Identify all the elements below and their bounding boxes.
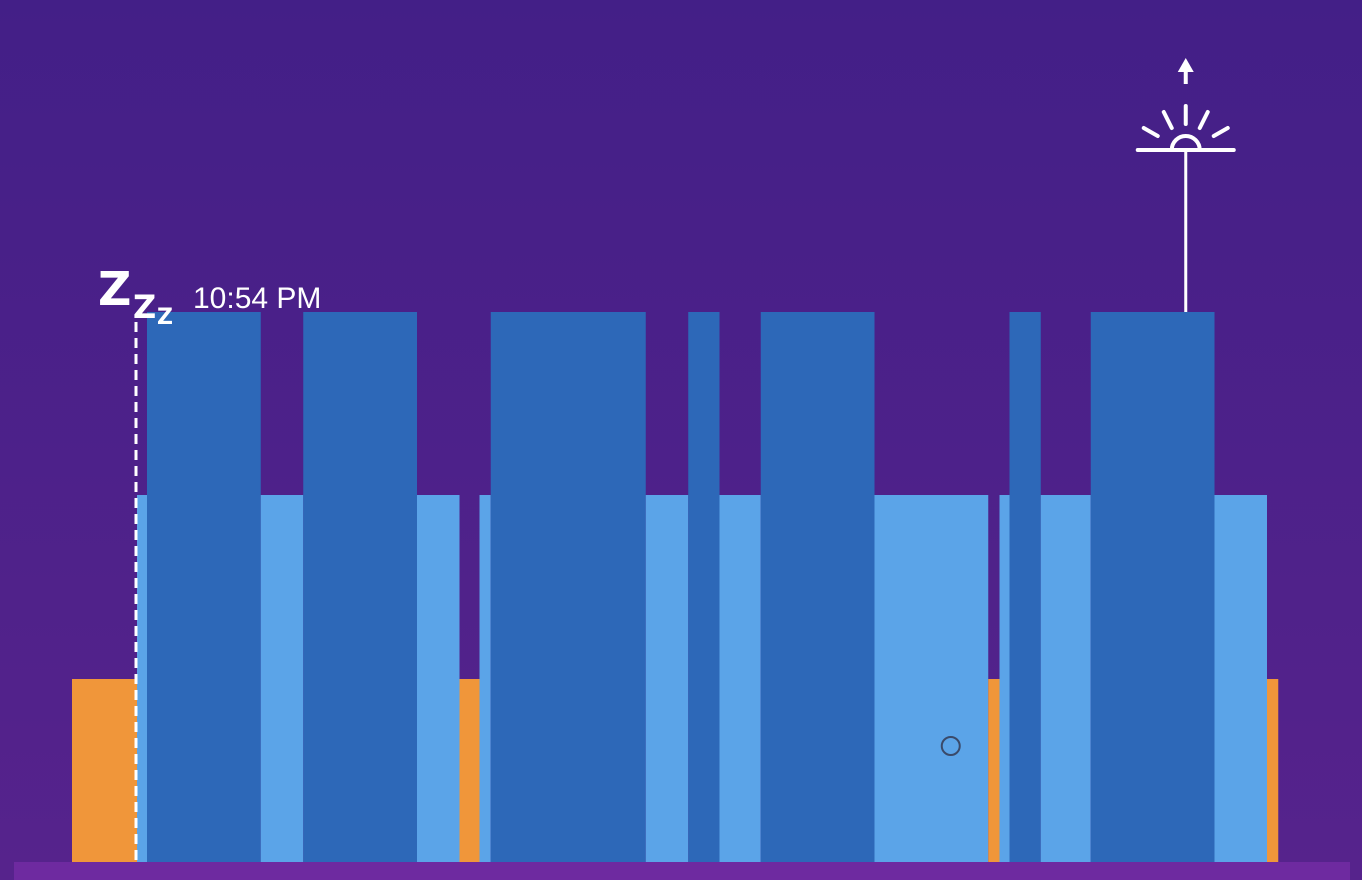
svg-text:Z: Z: [157, 305, 173, 330]
sunrise-icon: [1135, 104, 1236, 152]
segment-light-7: [479, 495, 491, 862]
segment-light-3: [260, 495, 304, 862]
circle-cursor: [940, 736, 961, 756]
segment-deep-2: [147, 312, 261, 862]
segment-deep-4: [303, 312, 417, 862]
svg-text:Z: Z: [133, 288, 156, 326]
segment-light-19: [1214, 495, 1267, 862]
segment-awake-6: [459, 679, 480, 862]
segment-light-11: [719, 495, 761, 862]
segment-light-5: [417, 495, 460, 862]
segment-deep-10: [688, 312, 720, 862]
segment-awake-20: [1267, 679, 1279, 862]
segment-light-13: [874, 495, 989, 862]
segment-awake-0: [72, 679, 137, 862]
segment-light-17: [1040, 495, 1091, 862]
timeline-baseline: [14, 862, 1350, 880]
segment-light-15: [999, 495, 1010, 862]
sleep-segments: [72, 312, 1279, 862]
segment-deep-16: [1009, 312, 1041, 862]
segment-deep-8: [490, 312, 646, 862]
segment-light-1: [137, 495, 147, 862]
sleep-start-time-label: 10:54 PM: [193, 282, 321, 315]
segment-awake-14: [988, 679, 1000, 862]
up-arrow-icon: [1177, 58, 1194, 84]
svg-text:Z: Z: [98, 262, 131, 316]
segment-deep-18: [1090, 312, 1215, 862]
segment-light-9: [645, 495, 689, 862]
segment-deep-12: [760, 312, 875, 862]
